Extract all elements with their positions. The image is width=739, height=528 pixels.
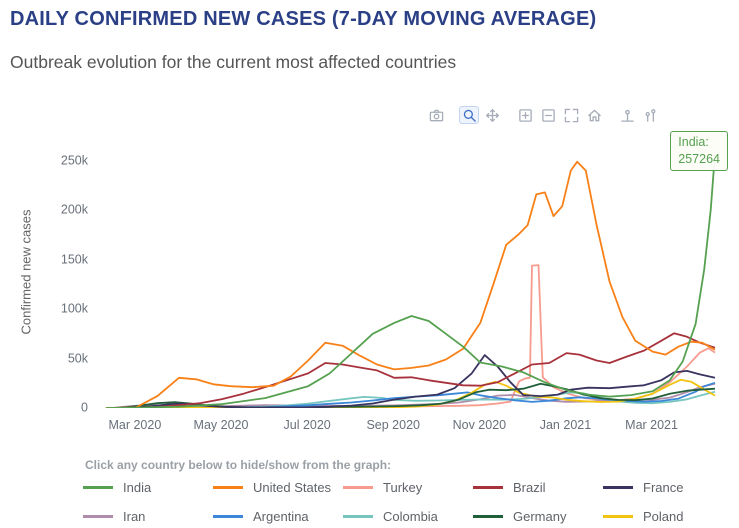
modebar-group <box>614 106 660 124</box>
legend-item-turkey[interactable]: Turkey <box>343 476 473 498</box>
modebar-group <box>512 106 604 124</box>
y-tick-label: 250k <box>60 153 88 168</box>
legend-swatch <box>603 514 633 518</box>
legend-item-germany[interactable]: Germany <box>473 505 603 527</box>
legend-item-argentina[interactable]: Argentina <box>213 505 343 527</box>
legend-item-colombia[interactable]: Colombia <box>343 505 473 527</box>
y-tick-label: 0 <box>81 400 88 415</box>
y-tick-label: 50k <box>67 350 88 365</box>
legend-swatch <box>83 485 113 489</box>
x-tick-label: Mar 2020 <box>108 418 162 432</box>
legend-swatch <box>213 514 243 518</box>
y-tick-label: 100k <box>60 301 88 316</box>
annotation-label: India: <box>678 135 709 149</box>
legend-item-france[interactable]: France <box>603 476 733 498</box>
modebar-group <box>456 106 502 124</box>
x-tick-label: Nov 2020 <box>452 418 507 432</box>
legend-swatch <box>213 485 243 489</box>
series-line-united-states <box>105 160 716 408</box>
page-subtitle: Outbreak evolution for the current most … <box>10 52 457 72</box>
reset-axes-icon[interactable] <box>584 106 604 124</box>
y-tick-label: 150k <box>60 251 88 266</box>
legend-label: Brazil <box>513 479 546 495</box>
zoom-in-icon[interactable] <box>515 106 535 124</box>
legend-item-brazil[interactable]: Brazil <box>473 476 603 498</box>
y-axis-title: Confirmed new cases <box>18 209 34 335</box>
legend-item-united-states[interactable]: United States <box>213 476 343 498</box>
legend-label: Germany <box>513 508 567 524</box>
legend-label: France <box>643 479 684 495</box>
legend-label: Iran <box>123 508 146 524</box>
legend-item-poland[interactable]: Poland <box>603 505 733 527</box>
annotation-value: 257264 <box>678 151 720 166</box>
x-tick-label: May 2020 <box>193 418 249 432</box>
annotation-tooltip: India: 257264 <box>670 131 728 171</box>
hover-compare-icon[interactable] <box>640 106 660 124</box>
legend-swatch <box>603 485 633 489</box>
pan-icon[interactable] <box>482 106 502 124</box>
legend-swatch <box>473 485 503 489</box>
modebar <box>413 106 660 124</box>
legend-label: United States <box>253 479 332 495</box>
zoom-icon[interactable] <box>459 106 479 124</box>
series-line-brazil <box>118 332 716 408</box>
autoscale-icon[interactable] <box>561 106 581 124</box>
series-line-france <box>118 354 716 408</box>
legend-label: India <box>123 479 152 495</box>
zoom-out-icon[interactable] <box>538 106 558 124</box>
plot-svg[interactable] <box>94 139 716 408</box>
legend-label: Argentina <box>253 508 309 524</box>
legend-item-india[interactable]: India <box>83 476 213 498</box>
legend-note: Click any country below to hide/show fro… <box>85 458 392 472</box>
x-tick-label: Mar 2021 <box>625 418 678 432</box>
legend-swatch <box>343 485 373 489</box>
y-tick-label: 200k <box>60 202 88 217</box>
camera-icon[interactable] <box>426 106 446 124</box>
x-tick-label: Jul 2020 <box>283 418 331 432</box>
page-title: DAILY CONFIRMED NEW CASES (7-DAY MOVING … <box>10 8 597 30</box>
hover-closest-icon[interactable] <box>617 106 637 124</box>
legend: India United States Turkey Brazil France Iran… <box>83 476 733 527</box>
legend-label: Poland <box>643 508 684 524</box>
series-line-india <box>105 153 716 408</box>
legend-item-iran[interactable]: Iran <box>83 505 213 527</box>
legend-swatch <box>473 514 503 518</box>
series-line-argentina <box>118 381 716 408</box>
legend-label: Colombia <box>383 508 438 524</box>
legend-swatch <box>343 514 373 518</box>
x-tick-label: Sep 2020 <box>366 418 420 432</box>
series-line-colombia <box>127 390 716 408</box>
modebar-group <box>423 106 446 124</box>
legend-swatch <box>83 514 113 518</box>
x-tick-label: Jan 2021 <box>539 418 592 432</box>
legend-label: Turkey <box>383 479 423 495</box>
